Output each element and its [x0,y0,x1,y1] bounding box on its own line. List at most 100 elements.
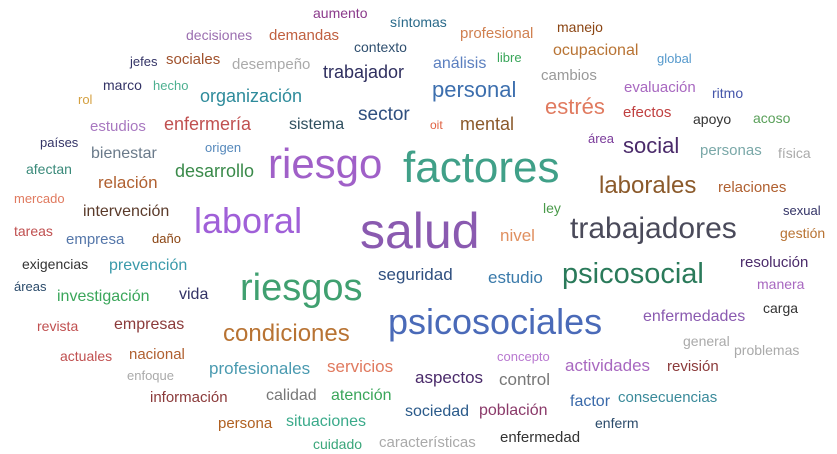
word: factores [403,143,560,192]
word: aspectos [415,368,483,387]
word: vida [179,286,208,303]
word: empresas [114,316,184,333]
word: características [379,434,476,451]
word: oit [430,118,443,132]
word: desarrollo [175,161,254,181]
word: riesgos [240,267,363,309]
word: psicosociales [388,301,602,342]
word: manera [757,276,805,292]
word: salud [360,203,480,259]
word: mental [460,114,514,134]
word: psicosocial [562,258,704,290]
word: enferm [595,415,639,431]
word: servicios [327,357,393,376]
word: problemas [734,342,799,358]
word: empresa [66,231,125,248]
word: mercado [14,191,65,206]
word: países [40,135,79,150]
word: sexual [783,203,821,218]
word: investigación [57,288,150,305]
word: sociedad [405,403,469,420]
word: actividades [565,356,650,375]
word: áreas [14,279,47,294]
word: relación [98,173,158,192]
word: evaluación [624,79,696,96]
word: prevención [109,257,187,274]
word: calidad [266,387,317,404]
word: laborales [599,172,696,199]
word: enfoque [127,368,174,383]
word: cuidado [313,436,362,452]
word: enfermería [164,114,252,134]
word: persona [218,415,273,432]
word: acoso [753,110,791,126]
word: desempeño [232,56,310,73]
word: global [657,51,692,66]
word: intervención [83,203,169,220]
word: población [479,402,548,419]
word: nacional [129,346,185,363]
word: control [499,370,550,389]
word: rol [78,92,93,107]
word: personal [432,77,516,102]
word: organización [200,86,302,106]
word: contexto [354,39,407,55]
word: sistema [289,116,344,133]
word: carga [763,300,798,316]
word: tareas [14,223,53,239]
word: atención [331,387,392,404]
word: enfermedades [643,308,745,325]
word: trabajadores [570,212,737,245]
word: información [150,389,228,406]
word: estrés [545,94,605,119]
word: profesionales [209,359,310,378]
word: sector [358,104,410,125]
word: origen [205,140,241,155]
word: marco [103,77,142,93]
word: física [778,145,811,161]
word: análisis [433,55,486,72]
word: estudios [90,118,146,135]
word: hecho [153,78,188,93]
word: ley [543,200,561,216]
word: relaciones [718,179,786,196]
word: síntomas [390,14,447,30]
word: social [623,133,679,158]
word: cambios [541,67,597,84]
word: actuales [60,348,112,364]
word: daño [152,231,181,246]
word: sociales [166,51,220,68]
word: concepto [497,349,550,364]
word: exigencias [22,256,88,272]
word: personas [700,142,762,159]
word: área [588,131,615,146]
word: gestión [780,225,825,241]
word: situaciones [286,413,366,430]
word: ocupacional [553,42,638,59]
word: factor [570,393,611,410]
word: trabajador [323,62,404,82]
word: estudio [488,268,543,287]
word: afectan [26,161,72,177]
word: demandas [269,27,339,44]
word: profesional [460,25,533,42]
word: libre [497,50,522,65]
word: efectos [623,104,671,121]
word: aumento [313,5,368,21]
word: apoyo [693,111,731,127]
word: ritmo [712,85,743,101]
word: revista [37,318,78,334]
word: condiciones [223,320,350,347]
word: consecuencias [618,389,717,406]
word: decisiones [186,27,252,43]
word: jefes [129,54,158,69]
word: nivel [500,226,535,245]
word: riesgo [268,140,382,187]
word: seguridad [378,265,453,284]
word: bienestar [91,145,157,162]
word: revisión [667,358,719,375]
word: resolución [740,254,808,271]
word: general [683,333,730,349]
word: laboral [194,200,302,241]
